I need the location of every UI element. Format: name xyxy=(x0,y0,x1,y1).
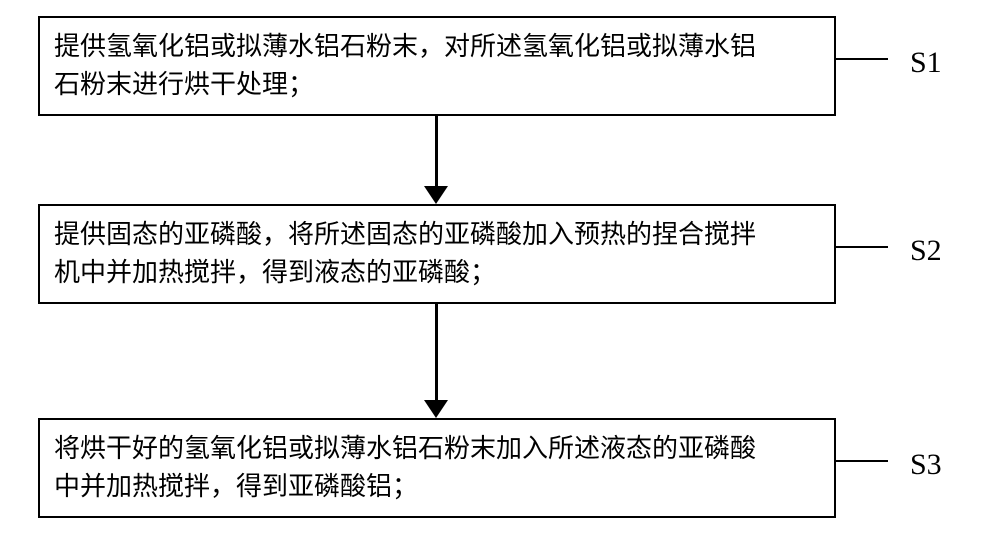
label-connector-S2 xyxy=(836,246,888,248)
step-box-S2: 提供固态的亚磷酸，将所述固态的亚磷酸加入预热的捏合搅拌 机中并加热搅拌，得到液态… xyxy=(38,204,836,304)
arrow-head-2 xyxy=(424,400,448,418)
step-text-S2: 提供固态的亚磷酸，将所述固态的亚磷酸加入预热的捏合搅拌 机中并加热搅拌，得到液态… xyxy=(54,216,756,291)
label-connector-S1 xyxy=(836,58,888,60)
arrow-shaft-1 xyxy=(435,116,438,186)
step-box-S3: 将烘干好的氢氧化铝或拟薄水铝石粉末加入所述液态的亚磷酸 中并加热搅拌，得到亚磷酸… xyxy=(38,418,836,518)
arrow-shaft-2 xyxy=(435,304,438,400)
step-label-S2: S2 xyxy=(910,234,942,268)
label-connector-S3 xyxy=(836,460,888,462)
step-box-S1: 提供氢氧化铝或拟薄水铝石粉末，对所述氢氧化铝或拟薄水铝 石粉末进行烘干处理； xyxy=(38,16,836,116)
step-text-S1: 提供氢氧化铝或拟薄水铝石粉末，对所述氢氧化铝或拟薄水铝 石粉末进行烘干处理； xyxy=(54,28,756,103)
step-label-S3: S3 xyxy=(910,448,942,482)
arrow-head-1 xyxy=(424,186,448,204)
step-text-S3: 将烘干好的氢氧化铝或拟薄水铝石粉末加入所述液态的亚磷酸 中并加热搅拌，得到亚磷酸… xyxy=(54,430,756,505)
step-label-S1: S1 xyxy=(910,46,942,80)
